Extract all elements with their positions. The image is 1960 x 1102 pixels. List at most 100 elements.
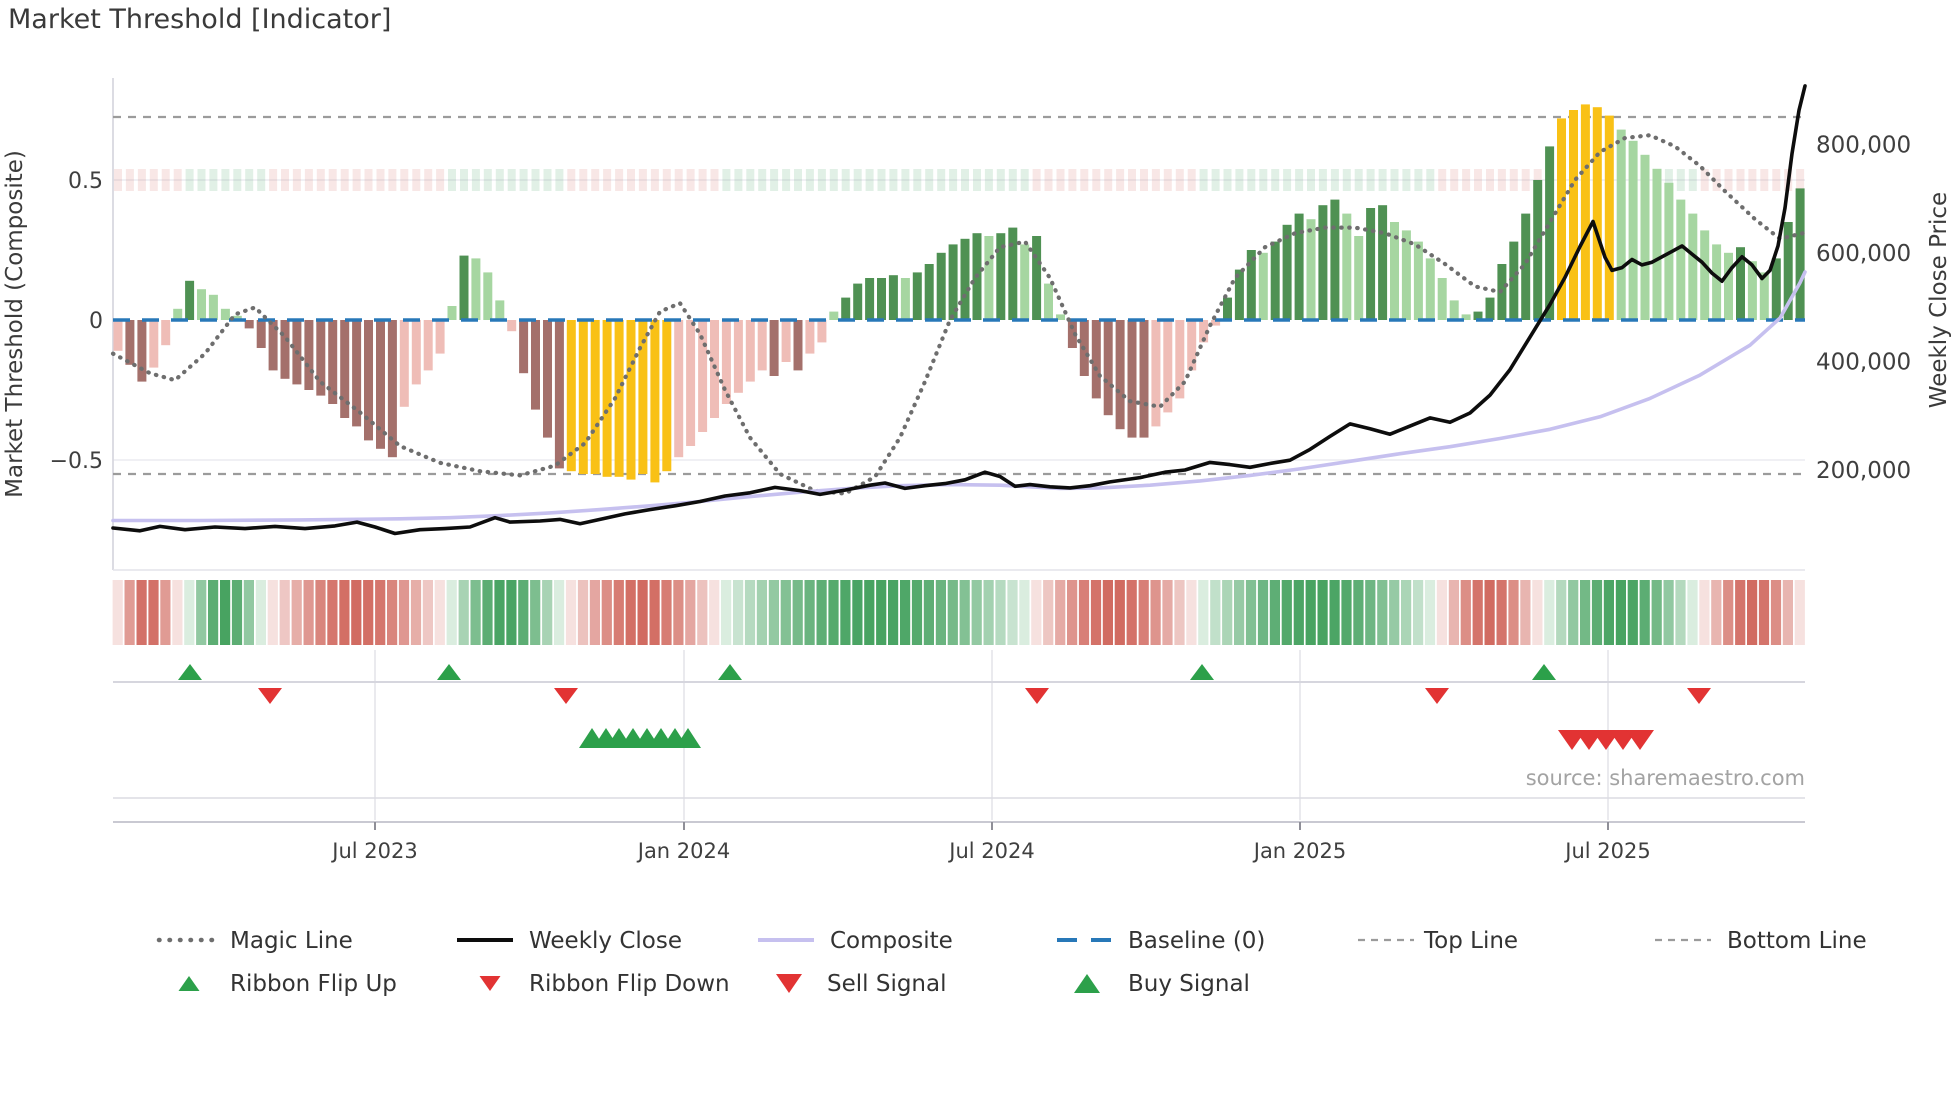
composite-bar [733,320,743,393]
composite-bar [590,320,600,474]
composite-bar [781,320,791,362]
ribbon-cell [1675,580,1686,645]
ribbon-cell [1544,580,1555,645]
composite-bar [936,252,946,320]
composite-bar [1008,227,1018,320]
ribbon-cell [971,580,982,645]
legend-label: Ribbon Flip Down [529,971,730,997]
composite-bar [1032,236,1042,320]
composite-bar [1783,222,1793,320]
ribbon-cell [947,580,958,645]
ribbon-cell [327,580,338,645]
ribbon-cell [315,580,326,645]
x-tick-label: Jan 2025 [1252,839,1347,863]
composite-bar [1139,320,1149,438]
ribbon-cell [267,580,278,645]
ribbon-cell [208,580,219,645]
composite-bar [507,320,517,332]
composite-bar [1294,213,1304,320]
ribbon-cell [911,580,923,645]
composite-bar [483,272,493,320]
ribbon-cell [828,580,839,645]
ribbon-cell [446,580,457,645]
composite-bar [888,275,898,320]
ribbon-cell [1114,580,1125,645]
composite-bar [841,297,851,320]
composite-bar [137,320,147,382]
composite-bar [1425,258,1435,320]
ribbon-cell [530,580,541,645]
ribbon-cell [1508,580,1519,645]
composite-bar [244,320,254,329]
ribbon-cell [1174,580,1185,645]
composite-bar [173,308,183,320]
composite-bar [113,320,123,351]
composite-bar [1521,213,1531,320]
composite-bar [1712,244,1722,320]
composite-bar [1569,110,1578,320]
composite-bar [721,320,731,404]
ribbon-cell [637,580,648,645]
composite-bar [1580,104,1590,321]
ribbon-cell [804,580,815,645]
composite-bar [1366,208,1376,320]
ribbon-cell [172,580,183,645]
ribbon-cell [577,580,589,645]
composite-bar [698,320,708,432]
composite-bar [161,320,171,346]
trend-ribbon [112,580,1805,645]
ribbon-cell [1186,580,1197,645]
right-tick-label: 800,000 [1816,133,1911,159]
composite-bar [1163,320,1173,413]
composite-bar [1318,205,1328,320]
left-tick-label: 0 [89,309,103,334]
ribbon-cell [1591,580,1603,645]
ribbon-cell [744,580,756,645]
ribbon-cell [697,580,708,645]
ribbon-cell [470,580,481,645]
ribbon-cell [410,580,422,645]
composite-bar [1223,297,1232,320]
ribbon-cell [1436,580,1447,645]
ribbon-cell [1281,580,1292,645]
composite-bar [1604,115,1614,320]
ribbon-cell [721,580,732,645]
ribbon-flip-down-marker [554,688,578,704]
ribbon-cell [1341,580,1352,645]
ribbon-cell [780,580,791,645]
composite-bar [1473,311,1483,320]
ribbon-cell [363,580,374,645]
ribbon-cell [482,580,493,645]
ribbon-cell [1078,580,1090,645]
composite-bar [399,320,409,407]
ribbon-cell [303,580,314,645]
right-axis-title: Weekly Close Price [1926,192,1952,408]
legend-label: Baseline (0) [1128,928,1265,954]
ribbon-cell [243,580,254,645]
composite-bar [220,308,230,320]
composite-bar [793,320,803,371]
ribbon-cell [434,580,445,645]
composite-bar [304,320,314,390]
ribbon-flip-up-marker [1532,664,1556,680]
ribbon-cell [923,580,934,645]
ribbon-cell [1365,580,1376,645]
composite-bar [912,272,922,320]
ribbon-cell [1448,580,1459,645]
composite-bar [1700,230,1710,320]
ribbon-cell [1007,580,1018,645]
composite-bar [340,320,350,418]
composite-bar [364,320,373,441]
composite-bar [1330,199,1340,320]
ribbon-cell [1317,580,1328,645]
ribbon-cell [542,580,553,645]
composite-bar [1557,118,1566,321]
composite-bars [113,104,1805,483]
flip-up-swatch [178,976,200,991]
composite-bar [316,320,326,396]
composite-bar [268,320,278,371]
composite-bar [519,320,529,374]
composite-bar [1127,320,1137,438]
ribbon-cell [458,580,469,645]
